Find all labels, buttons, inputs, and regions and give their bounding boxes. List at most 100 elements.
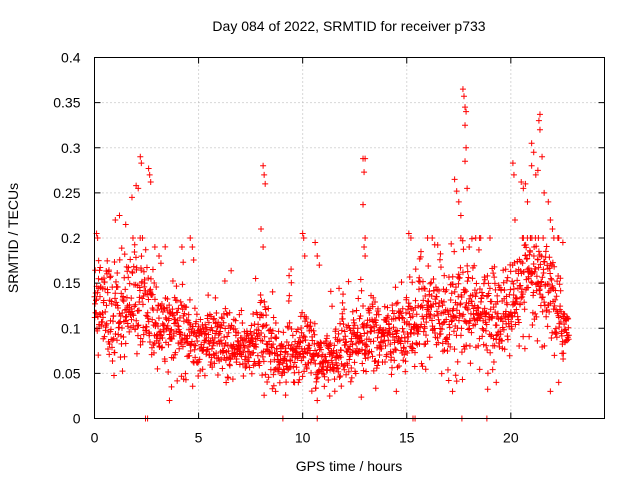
- data-point: [327, 340, 334, 347]
- data-point: [427, 311, 434, 318]
- data-point: [475, 342, 482, 349]
- data-point: [308, 388, 315, 395]
- data-point: [341, 306, 348, 313]
- data-point: [259, 353, 266, 360]
- data-point: [176, 345, 183, 352]
- data-point: [325, 377, 332, 384]
- data-point: [466, 342, 473, 349]
- data-point: [336, 337, 343, 344]
- data-point: [432, 300, 439, 307]
- data-point: [333, 359, 340, 366]
- data-point: [484, 370, 491, 377]
- data-point: [522, 180, 529, 187]
- data-point: [129, 270, 136, 277]
- data-point: [405, 333, 412, 340]
- axis-ticks: 0 0.05 0.1 0.15 0.2 0.25 0.3 0.35 0.4 0 5 10 15 20: [53, 50, 605, 446]
- data-point: [549, 225, 556, 232]
- data-point: [541, 302, 548, 309]
- data-point: [102, 308, 109, 315]
- data-point: [199, 347, 206, 354]
- data-point: [355, 295, 362, 302]
- data-point: [104, 345, 111, 352]
- data-point: [539, 308, 546, 315]
- data-point: [111, 258, 118, 265]
- data-point: [337, 354, 344, 361]
- data-point: [283, 339, 290, 346]
- data-point: [278, 340, 285, 347]
- data-point: [109, 358, 116, 365]
- y-tick-label: 0.1: [61, 320, 81, 336]
- data-point: [337, 320, 344, 327]
- data-point: [302, 348, 309, 355]
- data-point: [122, 221, 129, 228]
- data-point: [412, 297, 419, 304]
- data-point: [565, 324, 572, 331]
- data-point: [348, 335, 355, 342]
- data-point: [162, 314, 169, 321]
- data-point: [336, 374, 343, 381]
- data-point: [476, 286, 483, 293]
- data-point: [394, 364, 401, 371]
- data-point: [557, 287, 564, 294]
- data-point: [391, 310, 398, 317]
- data-point: [484, 347, 491, 354]
- data-point: [114, 283, 121, 290]
- data-point: [370, 338, 377, 345]
- data-point: [402, 309, 409, 316]
- data-point: [434, 241, 441, 248]
- data-point: [124, 268, 131, 275]
- data-point: [449, 281, 456, 288]
- data-point: [459, 86, 466, 93]
- data-point: [463, 108, 470, 115]
- data-point: [403, 294, 410, 301]
- y-tick-label: 0.35: [53, 95, 80, 111]
- data-point: [524, 255, 531, 262]
- data-point: [509, 278, 516, 285]
- y-tick-label: 0.3: [61, 140, 81, 156]
- data-point: [387, 330, 394, 337]
- data-point: [112, 278, 119, 285]
- data-point: [537, 261, 544, 268]
- data-point: [181, 310, 188, 317]
- data-point: [372, 357, 379, 364]
- data-point: [139, 235, 146, 241]
- data-point: [411, 363, 418, 370]
- data-point: [338, 347, 345, 354]
- data-point: [294, 326, 301, 333]
- data-point: [100, 297, 107, 304]
- data-point: [130, 312, 137, 319]
- data-point: [484, 272, 491, 279]
- data-point: [534, 167, 541, 174]
- data-point: [546, 265, 553, 272]
- data-point: [551, 263, 558, 270]
- data-point: [203, 334, 210, 341]
- data-point: [523, 244, 530, 251]
- data-point: [205, 292, 212, 299]
- data-point: [215, 354, 222, 361]
- data-point: [204, 346, 211, 353]
- data-point: [422, 332, 429, 339]
- data-point: [159, 344, 166, 351]
- data-point: [273, 334, 280, 341]
- data-point: [107, 326, 114, 333]
- data-point: [240, 342, 247, 349]
- data-point: [473, 289, 480, 296]
- data-point: [435, 287, 442, 294]
- data-point: [398, 279, 405, 286]
- data-point: [159, 335, 166, 342]
- data-point: [491, 263, 498, 270]
- data-point: [530, 260, 537, 267]
- data-point: [443, 286, 450, 293]
- data-point: [387, 341, 394, 348]
- data-point: [538, 279, 545, 286]
- data-point: [236, 311, 243, 318]
- data-point: [301, 253, 308, 260]
- data-point: [182, 370, 189, 377]
- data-point: [471, 262, 478, 269]
- data-point: [293, 364, 300, 371]
- data-point: [431, 312, 438, 319]
- data-point: [269, 327, 276, 334]
- data-point: [128, 316, 135, 323]
- data-point: [301, 368, 308, 375]
- y-tick-label: 0.25: [53, 185, 80, 201]
